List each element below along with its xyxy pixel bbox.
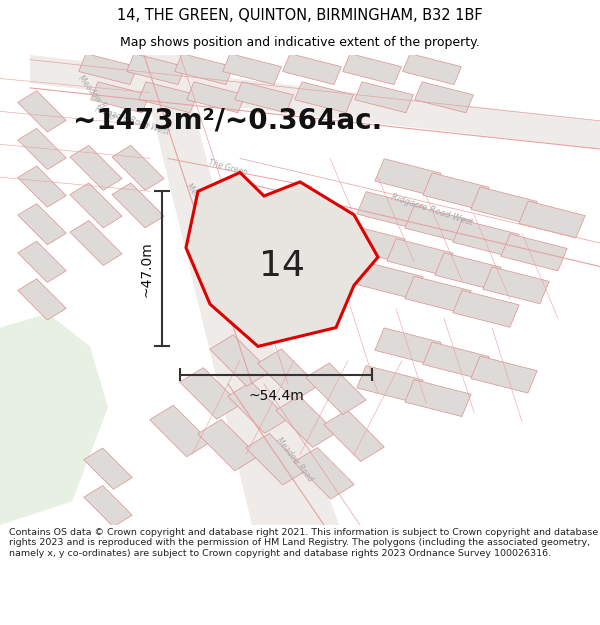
Polygon shape xyxy=(79,54,137,84)
Polygon shape xyxy=(403,54,461,84)
Polygon shape xyxy=(501,234,567,271)
Polygon shape xyxy=(519,201,585,238)
Polygon shape xyxy=(423,173,489,210)
Polygon shape xyxy=(18,241,66,282)
Polygon shape xyxy=(18,279,66,320)
Polygon shape xyxy=(357,366,423,403)
Polygon shape xyxy=(283,54,341,84)
Text: Meadow Road: Meadow Road xyxy=(274,436,314,483)
Text: Meadow Road: Meadow Road xyxy=(184,181,224,229)
Polygon shape xyxy=(228,382,288,433)
Polygon shape xyxy=(357,192,423,229)
Polygon shape xyxy=(306,363,366,414)
Polygon shape xyxy=(91,82,149,112)
Polygon shape xyxy=(18,128,66,169)
Polygon shape xyxy=(294,448,354,499)
Polygon shape xyxy=(186,173,378,346)
Polygon shape xyxy=(175,54,233,84)
Polygon shape xyxy=(70,221,122,266)
Polygon shape xyxy=(453,291,519,328)
Text: Ridgacre Road West: Ridgacre Road West xyxy=(94,104,170,137)
Polygon shape xyxy=(387,239,453,276)
Text: Contains OS data © Crown copyright and database right 2021. This information is : Contains OS data © Crown copyright and d… xyxy=(9,528,598,558)
Polygon shape xyxy=(435,253,501,289)
Polygon shape xyxy=(343,54,401,84)
Text: Ridgacre Road West: Ridgacre Road West xyxy=(390,192,474,228)
Polygon shape xyxy=(258,349,318,401)
Text: 14: 14 xyxy=(259,249,305,284)
Polygon shape xyxy=(471,187,537,224)
Polygon shape xyxy=(127,54,185,84)
Polygon shape xyxy=(471,356,537,393)
Polygon shape xyxy=(339,224,405,261)
Text: ~54.4m: ~54.4m xyxy=(248,389,304,402)
Text: Meadow Road: Meadow Road xyxy=(76,74,116,121)
Polygon shape xyxy=(375,159,441,196)
Polygon shape xyxy=(357,262,423,299)
Polygon shape xyxy=(18,166,66,208)
Polygon shape xyxy=(18,204,66,245)
Text: ~1473m²/~0.364ac.: ~1473m²/~0.364ac. xyxy=(73,107,383,135)
Polygon shape xyxy=(112,183,164,228)
Polygon shape xyxy=(150,405,210,457)
Polygon shape xyxy=(223,54,281,84)
Polygon shape xyxy=(112,146,164,190)
Polygon shape xyxy=(70,146,122,190)
Polygon shape xyxy=(187,82,245,112)
Polygon shape xyxy=(423,342,489,379)
Polygon shape xyxy=(405,379,471,416)
Polygon shape xyxy=(405,276,471,313)
Polygon shape xyxy=(198,419,258,471)
Polygon shape xyxy=(84,448,132,489)
Text: The Green: The Green xyxy=(208,158,248,177)
Polygon shape xyxy=(235,82,293,112)
Polygon shape xyxy=(246,434,306,485)
Text: ~47.0m: ~47.0m xyxy=(139,241,153,297)
Polygon shape xyxy=(324,410,384,461)
Polygon shape xyxy=(276,396,336,448)
Text: 14, THE GREEN, QUINTON, BIRMINGHAM, B32 1BF: 14, THE GREEN, QUINTON, BIRMINGHAM, B32 … xyxy=(117,8,483,23)
Polygon shape xyxy=(453,220,519,257)
Polygon shape xyxy=(30,55,600,149)
Polygon shape xyxy=(210,335,270,386)
Polygon shape xyxy=(84,486,132,527)
Polygon shape xyxy=(405,206,471,242)
Polygon shape xyxy=(139,82,197,112)
Polygon shape xyxy=(355,82,413,112)
Polygon shape xyxy=(138,55,300,525)
Text: Map shows position and indicative extent of the property.: Map shows position and indicative extent… xyxy=(120,36,480,49)
Polygon shape xyxy=(180,368,240,419)
Polygon shape xyxy=(210,290,348,549)
Polygon shape xyxy=(18,91,66,132)
Polygon shape xyxy=(70,183,122,228)
Polygon shape xyxy=(415,82,473,112)
Polygon shape xyxy=(0,314,108,525)
Polygon shape xyxy=(375,328,441,365)
Polygon shape xyxy=(483,267,549,304)
Polygon shape xyxy=(295,82,353,112)
